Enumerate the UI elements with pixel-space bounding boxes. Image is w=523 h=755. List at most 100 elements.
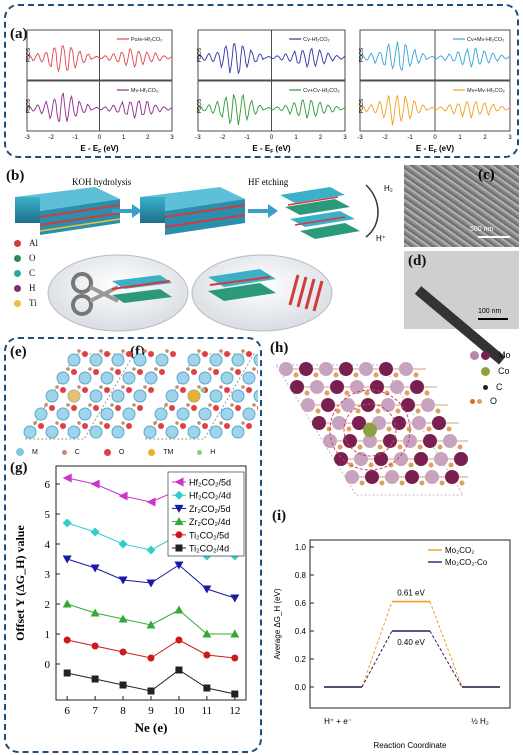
coordination-shell <box>343 403 397 457</box>
i-xlabel-left: H⁺ + e⁻ <box>324 717 352 726</box>
g-ytick: 0 <box>45 659 51 671</box>
c-atom <box>121 349 125 353</box>
panel-i-label: (i) <box>272 508 287 524</box>
o-atom <box>404 390 410 396</box>
panel-b-label: (b) <box>6 168 25 184</box>
o-atom <box>137 369 143 375</box>
pdos-legend: Cv+Cv-Hf₂CO₂ <box>303 88 340 94</box>
atom-h: H <box>14 283 38 298</box>
g-ytick: 6 <box>45 479 51 491</box>
g-point <box>118 491 128 501</box>
mo-atom <box>381 398 395 412</box>
g-legend-marker <box>174 504 184 513</box>
g-legend-entry: Zr₂CO₂/4d <box>189 517 231 527</box>
c-atom <box>197 385 201 389</box>
g-legend-marker <box>175 544 183 552</box>
c-atom <box>143 349 147 353</box>
c-atom <box>219 421 223 425</box>
mo-atom <box>401 398 415 412</box>
o-atom <box>304 390 310 396</box>
g-xtick: 8 <box>120 705 126 717</box>
pdos-xtick: -3 <box>195 135 201 141</box>
o-atom <box>137 405 143 411</box>
o-atom <box>115 369 121 375</box>
pdos-xtick: 1 <box>122 135 126 141</box>
c-atom <box>143 385 147 389</box>
ef-legend: M C O TM H <box>16 448 256 456</box>
o-atom <box>399 480 405 486</box>
mo-atom <box>319 362 333 376</box>
pdos-legend: Pure-Hf₂CO₂ <box>131 37 162 43</box>
panel-e-label: (e) <box>10 344 27 360</box>
m-atom <box>56 371 70 385</box>
o-atom <box>364 390 370 396</box>
mo-atom <box>394 452 408 466</box>
mo-atom <box>385 470 399 484</box>
mo-atom <box>425 470 439 484</box>
o-atom <box>397 444 403 450</box>
o-atom <box>373 372 379 378</box>
o-atom <box>126 423 132 429</box>
o-atom <box>368 462 374 468</box>
c-atom <box>88 367 92 371</box>
i-connector <box>361 630 393 688</box>
o-atom <box>148 387 154 393</box>
step2-label: HF etching <box>248 177 289 187</box>
mo-atom <box>354 452 368 466</box>
o-atom <box>159 369 165 375</box>
i-annot-2: 0.40 eV <box>397 638 425 647</box>
c-atom <box>219 349 223 353</box>
pdos-xtick: 3 <box>508 135 512 141</box>
o-atom <box>93 369 99 375</box>
c-atom <box>33 421 37 425</box>
o-atom <box>180 423 186 429</box>
o-atom <box>180 387 186 393</box>
o-atom <box>393 372 399 378</box>
i-xlabel: Reaction Coordinate <box>374 741 447 750</box>
g-point <box>231 690 239 698</box>
o-atom <box>413 372 419 378</box>
o-atom <box>82 387 88 393</box>
g-point <box>63 669 71 677</box>
m-atom <box>176 371 190 385</box>
o-atom <box>71 369 77 375</box>
g-point <box>63 636 71 644</box>
mo-atom <box>341 398 355 412</box>
o-atom <box>82 423 88 429</box>
pdos-xtick: -2 <box>382 135 388 141</box>
pdos-xtick: 2 <box>483 135 487 141</box>
c-atom <box>165 349 169 353</box>
mo-atom <box>434 452 448 466</box>
m-atom <box>23 425 37 439</box>
o-atom <box>246 423 252 429</box>
g-point <box>90 479 100 489</box>
m-atom <box>165 425 179 439</box>
pdos-xlabel: E - EF (eV) <box>80 144 119 155</box>
c-atom <box>110 367 114 371</box>
pdos-ylabel: PDOS <box>197 98 203 113</box>
c-atom <box>66 367 70 371</box>
o-atom <box>235 369 241 375</box>
c-atom <box>99 421 103 425</box>
g-ytick: 1 <box>45 629 51 641</box>
i-legend-entry: Mo₂CO₂ <box>445 546 474 555</box>
o-atom <box>435 408 441 414</box>
pdos-xtick: 1 <box>458 135 462 141</box>
atom-al: Al <box>14 238 38 253</box>
c-atom <box>208 367 212 371</box>
c-atom <box>88 403 92 407</box>
m-atom <box>45 425 59 439</box>
mo-atom <box>323 434 337 448</box>
m-atom <box>111 389 125 403</box>
mo-atom <box>279 362 293 376</box>
o-atom <box>439 480 445 486</box>
step1-label: KOH hydrolysis <box>72 177 132 187</box>
pdos-xlabel: E - EF (eV) <box>252 144 291 155</box>
i-connector <box>429 601 463 688</box>
o-atom <box>115 405 121 411</box>
released-al-rods <box>288 274 324 312</box>
g-legend-marker <box>174 490 184 500</box>
pdos-xtick: -3 <box>24 135 30 141</box>
o-atom <box>246 351 252 357</box>
m-atom <box>122 371 136 385</box>
